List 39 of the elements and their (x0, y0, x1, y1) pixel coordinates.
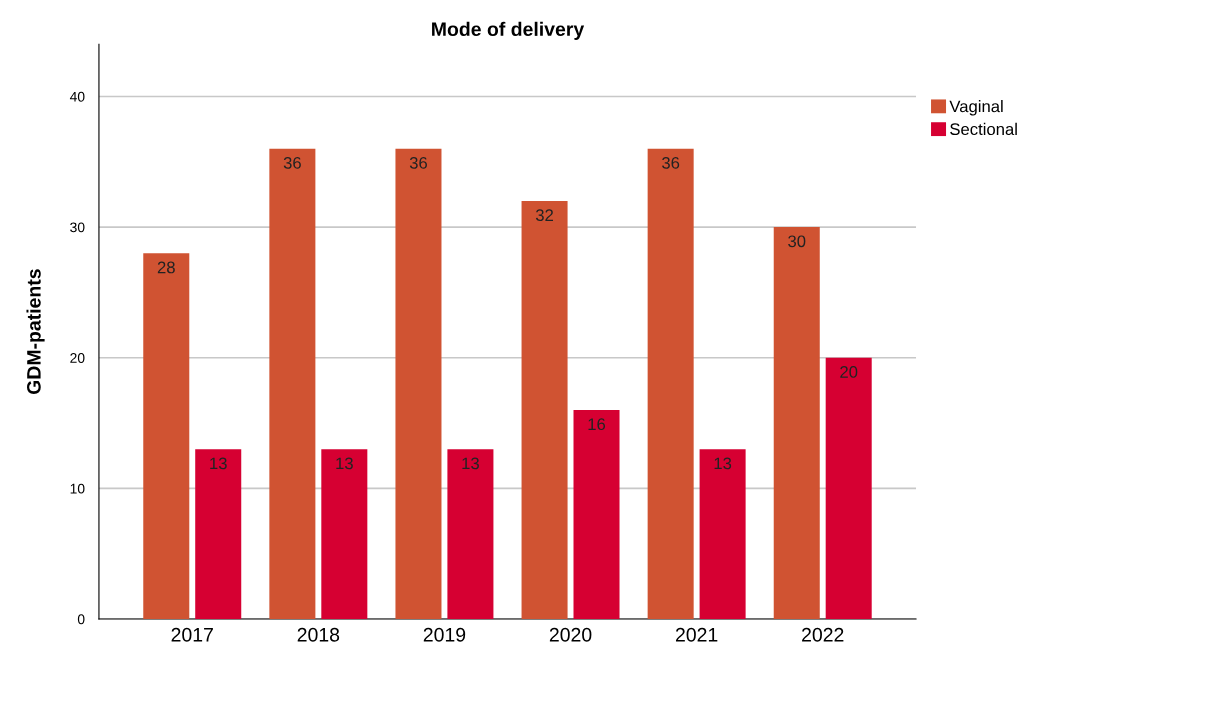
data-label: 16 (588, 418, 606, 431)
legend-label: Vaginal (949, 100, 1003, 116)
bar (773, 227, 820, 620)
data-label: 36 (662, 157, 680, 169)
data-label: 36 (409, 157, 427, 169)
x-tick-label: 2019 (423, 627, 466, 642)
x-tick-label: 2022 (802, 627, 844, 642)
y-axis-title: GDM-patients (26, 269, 45, 395)
legend-label: Sectional (950, 122, 1017, 136)
y-tick-label: 10 (70, 483, 85, 494)
data-label: 13 (210, 457, 227, 470)
y-tick-label: 30 (70, 222, 85, 233)
bar (573, 410, 620, 620)
bar (647, 148, 694, 620)
data-label: 20 (840, 366, 858, 378)
bar (195, 449, 242, 620)
data-label: 13 (714, 457, 732, 470)
bar (321, 449, 368, 620)
data-label: 30 (788, 235, 806, 248)
x-tick-label: 2018 (297, 627, 340, 642)
x-tick-label: 2021 (675, 627, 718, 642)
bar (825, 357, 872, 620)
data-label: 13 (336, 457, 353, 470)
data-label: 32 (535, 209, 553, 222)
data-label: 28 (157, 261, 175, 274)
x-tick-label: 2017 (171, 627, 213, 642)
bar (395, 148, 442, 620)
data-label: 13 (462, 457, 479, 470)
bar (447, 449, 494, 620)
bar (143, 253, 190, 620)
chart-title: Mode of delivery (432, 21, 585, 40)
x-tick-label: 2020 (549, 627, 592, 642)
bar (521, 200, 568, 620)
bar (269, 148, 316, 620)
y-tick-label: 0 (77, 614, 85, 625)
data-label: 36 (283, 157, 301, 169)
bar (699, 449, 746, 620)
y-tick-label: 20 (70, 353, 85, 363)
y-tick-label: 40 (69, 91, 85, 102)
